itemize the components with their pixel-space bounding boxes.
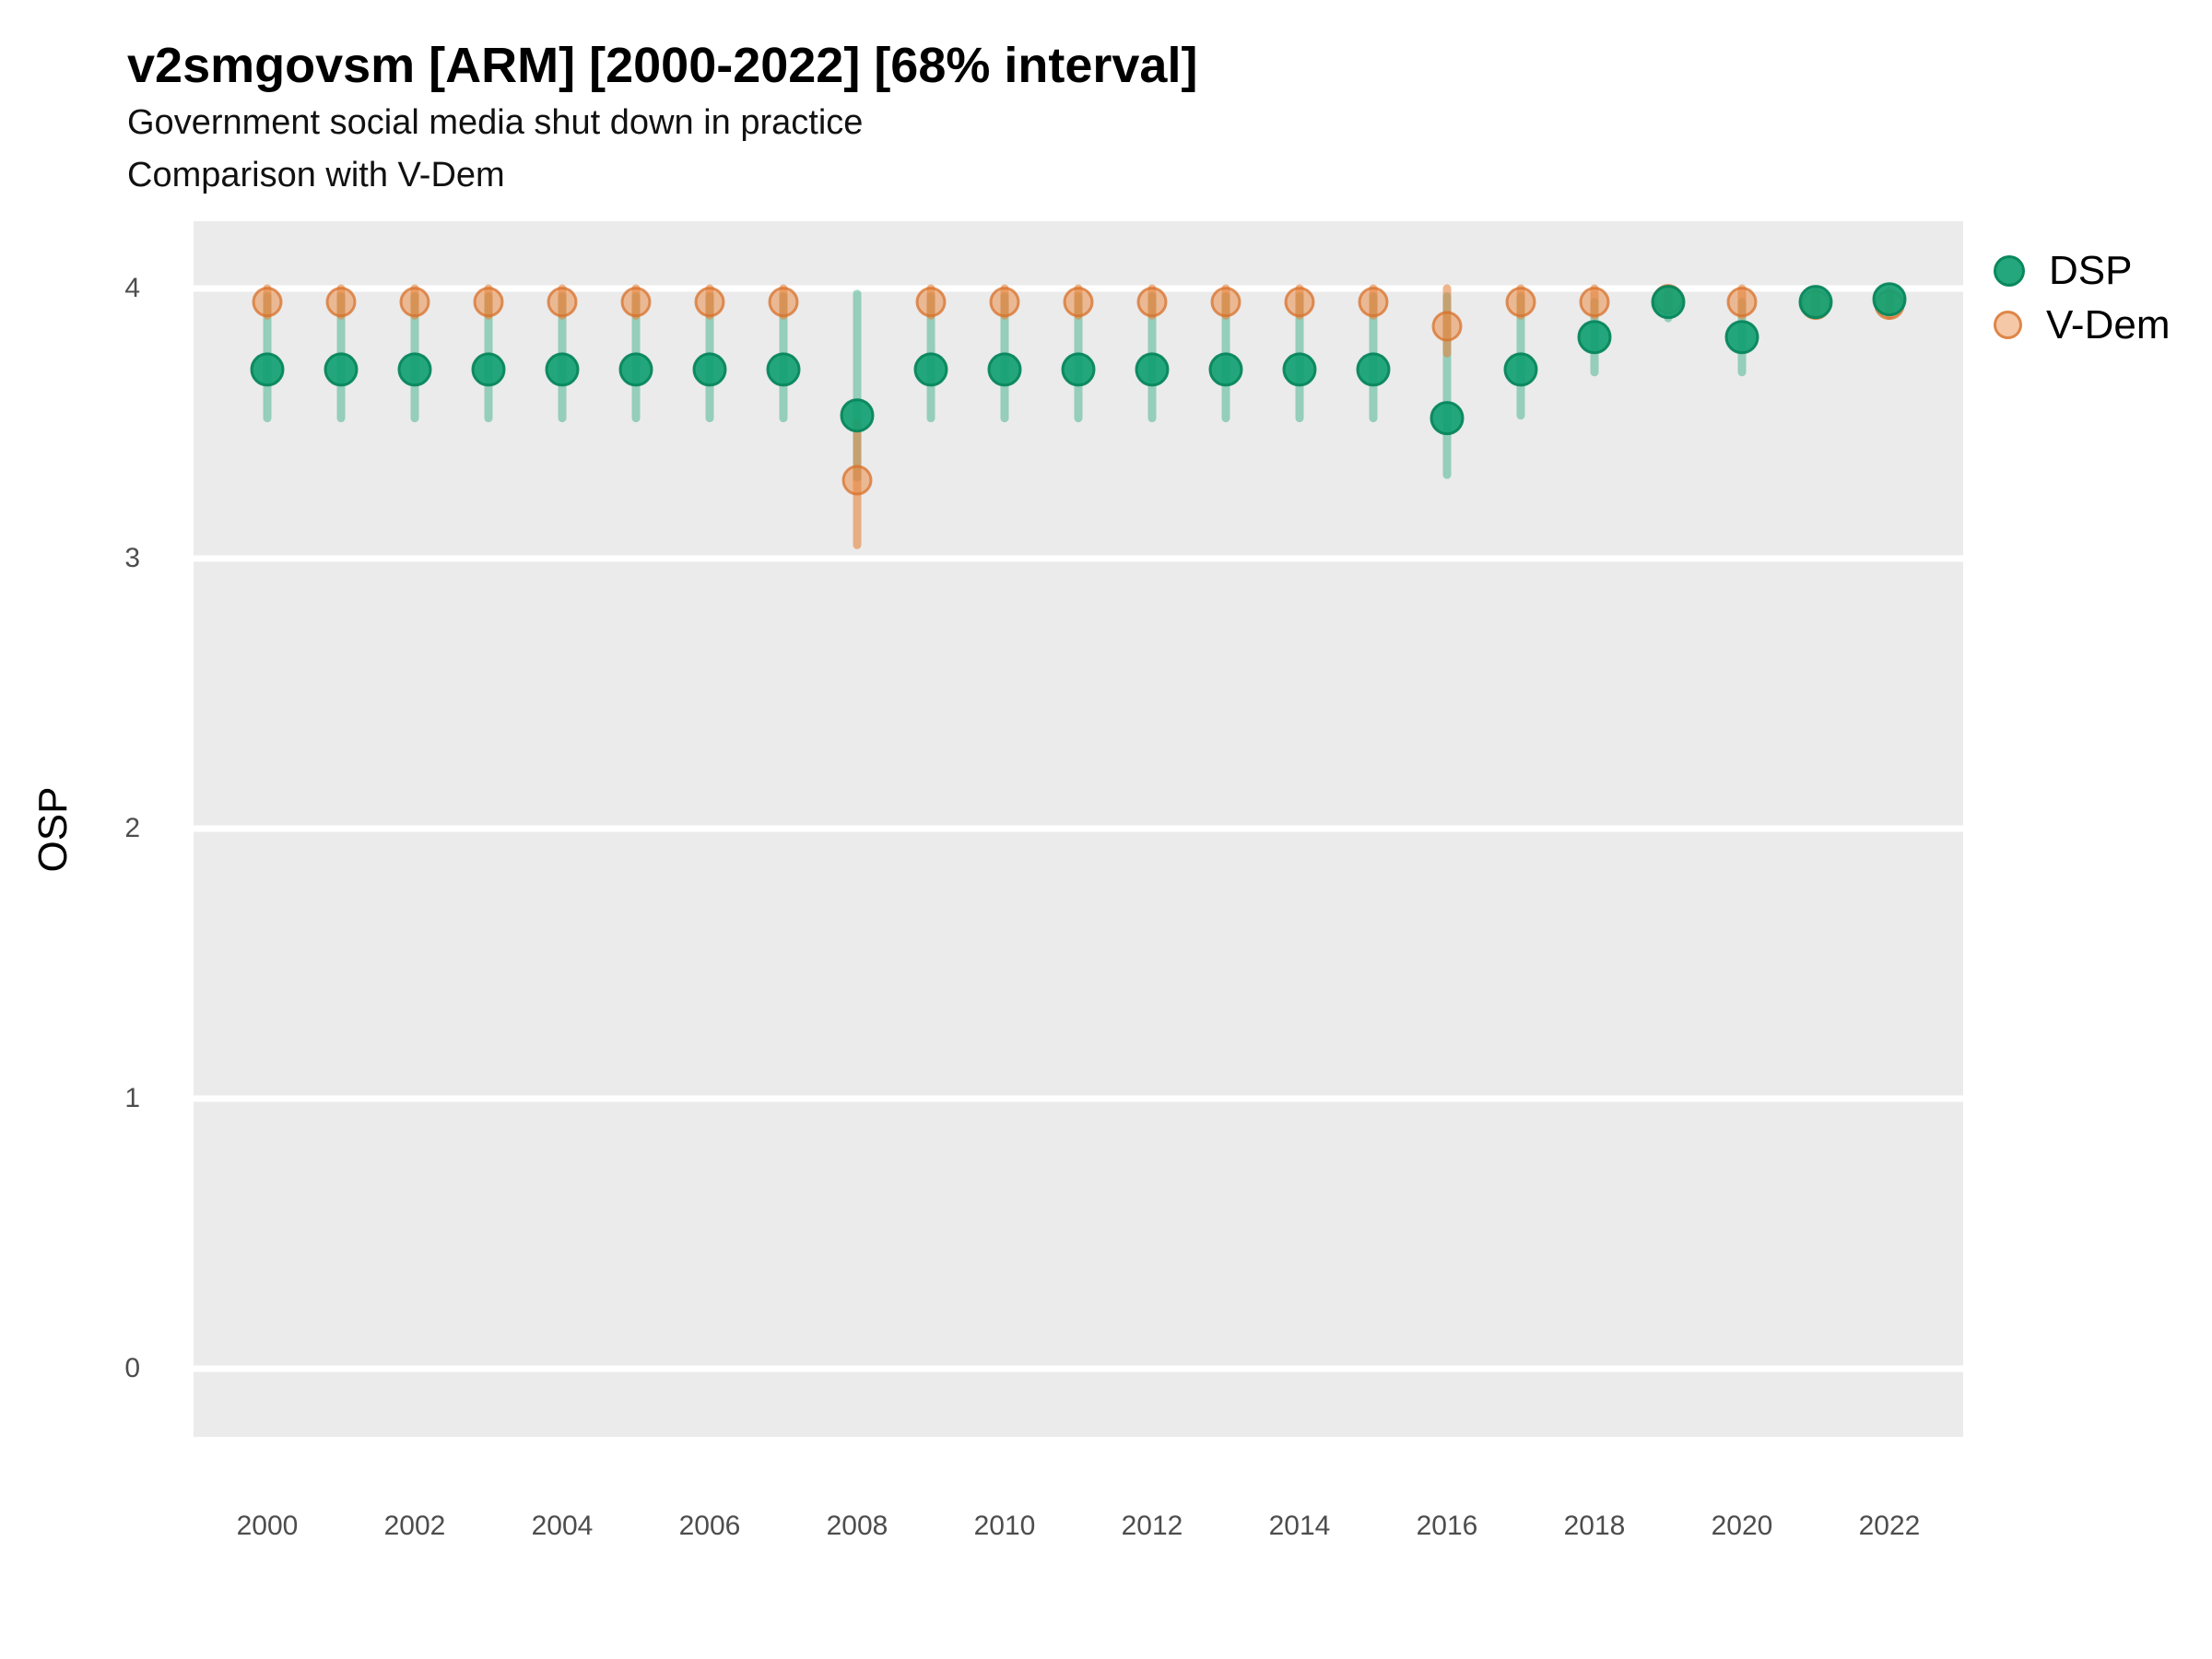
vdem-point-2011 bbox=[1063, 287, 1094, 318]
dsp-point-2008 bbox=[840, 398, 875, 433]
vdem-point-2000 bbox=[252, 287, 283, 318]
vdem-point-2003 bbox=[473, 287, 504, 318]
x-tick-label-2000: 2000 bbox=[236, 1511, 299, 1541]
vdem-point-2014 bbox=[1284, 287, 1315, 318]
x-tick-label-2018: 2018 bbox=[1563, 1511, 1626, 1541]
x-tick-label-2022: 2022 bbox=[1858, 1511, 1921, 1541]
x-tick-label-2002: 2002 bbox=[383, 1511, 446, 1541]
dsp-legend-marker-icon bbox=[1994, 254, 2025, 287]
gridline-y-1 bbox=[194, 1095, 1963, 1102]
vdem-point-2007 bbox=[768, 287, 799, 318]
chart-subtitle-line2: Comparison with V-Dem bbox=[127, 156, 505, 194]
x-tick-label-2008: 2008 bbox=[826, 1511, 888, 1541]
dsp-point-2005 bbox=[618, 352, 653, 387]
gridline-y-0 bbox=[194, 1365, 1963, 1372]
vdem-point-2017 bbox=[1505, 287, 1536, 318]
x-tick-label-2020: 2020 bbox=[1711, 1511, 1773, 1541]
x-tick-label-2014: 2014 bbox=[1268, 1511, 1331, 1541]
vdem-point-2008 bbox=[841, 465, 873, 496]
vdem-legend-marker-icon bbox=[1994, 311, 2022, 339]
y-tick-label-4: 4 bbox=[124, 273, 140, 303]
vdem-point-2006 bbox=[694, 287, 725, 318]
dsp-point-2002 bbox=[397, 352, 432, 387]
gridline-y-2 bbox=[194, 825, 1963, 832]
vdem-point-2010 bbox=[989, 287, 1020, 318]
vdem-point-2016 bbox=[1431, 311, 1463, 342]
dsp-point-2017 bbox=[1503, 352, 1538, 387]
x-tick-label-2012: 2012 bbox=[1121, 1511, 1183, 1541]
dsp-point-2000 bbox=[250, 352, 285, 387]
vdem-point-2012 bbox=[1136, 287, 1168, 318]
dsp-point-2011 bbox=[1061, 352, 1096, 387]
dsp-point-2014 bbox=[1282, 352, 1317, 387]
vdem-point-2018 bbox=[1579, 287, 1610, 318]
dsp-point-2007 bbox=[766, 352, 801, 387]
y-tick-label-0: 0 bbox=[124, 1353, 140, 1383]
vdem-point-2020 bbox=[1726, 287, 1758, 318]
dsp-point-2003 bbox=[471, 352, 506, 387]
dsp-point-2013 bbox=[1208, 352, 1243, 387]
dsp-point-2021 bbox=[1798, 285, 1833, 320]
vdem-point-2001 bbox=[325, 287, 357, 318]
vdem-point-2009 bbox=[915, 287, 947, 318]
dsp-point-2016 bbox=[1430, 401, 1465, 436]
vdem-point-2005 bbox=[620, 287, 652, 318]
x-tick-label-2004: 2004 bbox=[531, 1511, 594, 1541]
dsp-point-2010 bbox=[987, 352, 1022, 387]
legend-item-vdem: V-Dem bbox=[1994, 301, 2171, 347]
vdem-legend-label: V-Dem bbox=[2046, 301, 2171, 347]
dsp-point-2004 bbox=[545, 352, 580, 387]
y-tick-label-3: 3 bbox=[124, 543, 140, 573]
dsp-legend-label: DSP bbox=[2049, 247, 2133, 293]
chart-title: v2smgovsm [ARM] [2000-2022] [68% interva… bbox=[127, 38, 1198, 93]
dsp-point-2006 bbox=[692, 352, 727, 387]
dsp-point-2015 bbox=[1356, 352, 1391, 387]
dsp-point-2019 bbox=[1651, 285, 1686, 320]
legend: DSP V-Dem bbox=[1994, 247, 2171, 359]
chart-subtitle-line1: Government social media shut down in pra… bbox=[127, 103, 864, 142]
dsp-point-2001 bbox=[324, 352, 359, 387]
legend-item-dsp: DSP bbox=[1994, 247, 2170, 293]
dsp-point-2020 bbox=[1724, 320, 1759, 355]
vdem-point-2015 bbox=[1358, 287, 1389, 318]
x-tick-label-2016: 2016 bbox=[1416, 1511, 1478, 1541]
dsp-point-2012 bbox=[1135, 352, 1170, 387]
vdem-point-2004 bbox=[547, 287, 578, 318]
y-tick-label-1: 1 bbox=[124, 1083, 140, 1113]
dsp-point-2018 bbox=[1577, 320, 1612, 355]
vdem-point-2002 bbox=[399, 287, 430, 318]
x-tick-label-2006: 2006 bbox=[678, 1511, 741, 1541]
y-tick-label-2: 2 bbox=[124, 813, 140, 843]
vdem-point-2013 bbox=[1210, 287, 1241, 318]
plot-area bbox=[194, 282, 1963, 1372]
dsp-point-2022 bbox=[1872, 282, 1907, 317]
dsp-point-2009 bbox=[913, 352, 948, 387]
gridline-y-3 bbox=[194, 555, 1963, 562]
plot-panel bbox=[194, 221, 1963, 1437]
x-tick-label-2010: 2010 bbox=[973, 1511, 1036, 1541]
